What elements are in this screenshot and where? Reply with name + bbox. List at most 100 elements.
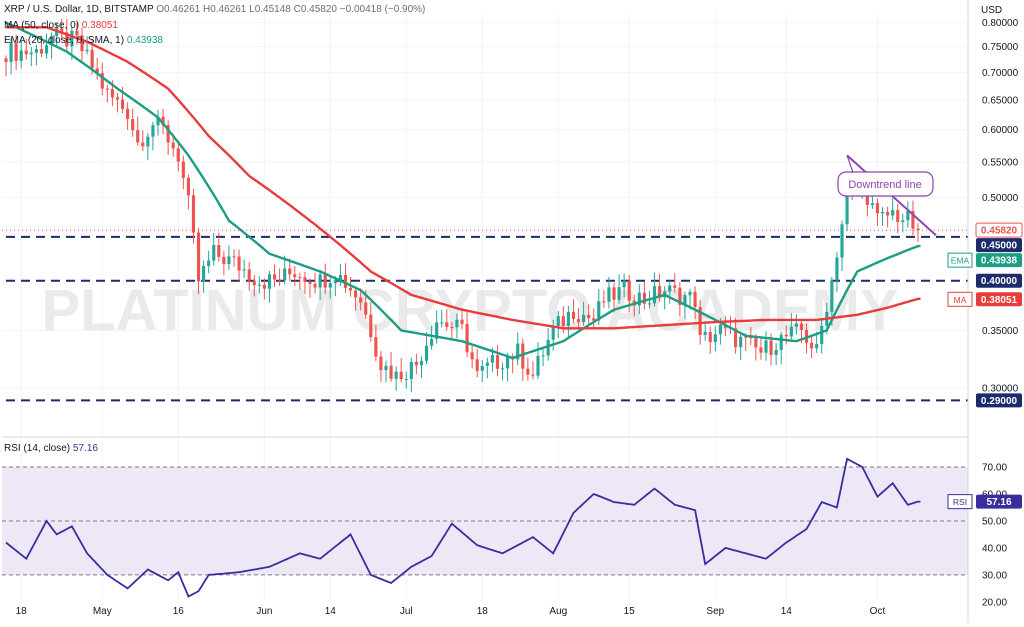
candle[interactable]: [348, 276, 353, 297]
candle[interactable]: [414, 353, 418, 375]
candle[interactable]: [880, 207, 885, 226]
candle[interactable]: [283, 255, 287, 285]
candle[interactable]: [652, 272, 657, 307]
candle[interactable]: [713, 326, 717, 352]
candle[interactable]: [95, 57, 99, 80]
candle[interactable]: [131, 108, 135, 137]
candle[interactable]: [642, 281, 646, 310]
candle[interactable]: [693, 286, 697, 320]
candle[interactable]: [602, 290, 606, 308]
candle[interactable]: [288, 258, 292, 282]
candle[interactable]: [739, 332, 743, 361]
candle[interactable]: [404, 371, 408, 389]
candle[interactable]: [44, 33, 49, 59]
candle[interactable]: [343, 263, 348, 294]
candle[interactable]: [637, 284, 641, 315]
candle[interactable]: [475, 348, 479, 378]
candle[interactable]: [151, 121, 155, 151]
candle[interactable]: [126, 102, 130, 130]
candle[interactable]: [835, 252, 839, 293]
candle[interactable]: [470, 344, 474, 369]
candle[interactable]: [212, 233, 216, 266]
candle[interactable]: [100, 62, 104, 96]
candle[interactable]: [379, 351, 383, 383]
candle[interactable]: [14, 35, 18, 70]
candle[interactable]: [196, 228, 201, 295]
candle[interactable]: [556, 311, 560, 339]
candle[interactable]: [313, 272, 317, 294]
candle[interactable]: [272, 264, 277, 287]
candle[interactable]: [521, 338, 525, 382]
candle[interactable]: [247, 262, 251, 291]
candle[interactable]: [34, 44, 38, 66]
candle[interactable]: [166, 120, 170, 155]
candle[interactable]: [440, 310, 444, 328]
candle[interactable]: [546, 327, 550, 361]
candle[interactable]: [207, 250, 211, 274]
candle[interactable]: [262, 278, 266, 300]
candle[interactable]: [526, 357, 530, 381]
candle[interactable]: [136, 116, 140, 146]
candle[interactable]: [232, 249, 236, 267]
candle[interactable]: [19, 41, 23, 69]
candle[interactable]: [622, 273, 626, 298]
candle[interactable]: [500, 362, 505, 381]
candle[interactable]: [278, 268, 282, 287]
candle[interactable]: [450, 321, 454, 340]
candle[interactable]: [916, 223, 920, 242]
candle[interactable]: [668, 280, 672, 304]
candle[interactable]: [673, 273, 677, 293]
candle[interactable]: [480, 359, 484, 383]
candle[interactable]: [582, 301, 586, 326]
ema-legend[interactable]: EMA (20, close, 0, SMA, 1) 0.43938: [4, 35, 163, 46]
candle[interactable]: [779, 331, 783, 365]
candle[interactable]: [141, 130, 145, 152]
candle[interactable]: [176, 140, 180, 172]
candle[interactable]: [161, 108, 165, 135]
candle[interactable]: [399, 358, 403, 383]
candle[interactable]: [55, 22, 59, 48]
candle[interactable]: [759, 337, 763, 360]
candle[interactable]: [115, 92, 120, 113]
candle[interactable]: [257, 276, 261, 294]
candle[interactable]: [617, 274, 621, 304]
candle[interactable]: [80, 27, 84, 61]
candle[interactable]: [384, 360, 388, 383]
candle[interactable]: [774, 343, 778, 366]
candle[interactable]: [820, 318, 824, 354]
candle[interactable]: [886, 206, 890, 228]
candle[interactable]: [840, 220, 844, 272]
candle[interactable]: [764, 331, 768, 361]
candle[interactable]: [409, 357, 413, 393]
candle[interactable]: [891, 198, 895, 221]
candle[interactable]: [536, 342, 540, 380]
candle[interactable]: [906, 201, 910, 228]
candle[interactable]: [495, 345, 500, 377]
candle[interactable]: [516, 332, 520, 366]
candle[interactable]: [612, 282, 616, 313]
candle[interactable]: [303, 271, 307, 294]
candle[interactable]: [338, 263, 342, 287]
candle[interactable]: [810, 335, 814, 359]
candle[interactable]: [460, 307, 464, 330]
candle[interactable]: [105, 84, 109, 103]
candle[interactable]: [708, 326, 712, 354]
candle[interactable]: [222, 251, 226, 276]
candle[interactable]: [794, 314, 798, 335]
candle[interactable]: [237, 249, 241, 281]
candle[interactable]: [587, 304, 591, 325]
candle[interactable]: [50, 32, 54, 59]
candle[interactable]: [571, 299, 576, 324]
candle[interactable]: [298, 272, 302, 291]
candle[interactable]: [566, 305, 570, 338]
candle[interactable]: [465, 311, 469, 357]
candle[interactable]: [430, 325, 434, 350]
candle[interactable]: [576, 307, 581, 328]
candle[interactable]: [485, 357, 489, 379]
candle[interactable]: [389, 351, 393, 382]
candle[interactable]: [9, 38, 13, 75]
candle[interactable]: [435, 310, 439, 344]
candle[interactable]: [424, 332, 429, 365]
ma-legend[interactable]: MA (50, close, 0) 0.38051: [4, 20, 118, 31]
